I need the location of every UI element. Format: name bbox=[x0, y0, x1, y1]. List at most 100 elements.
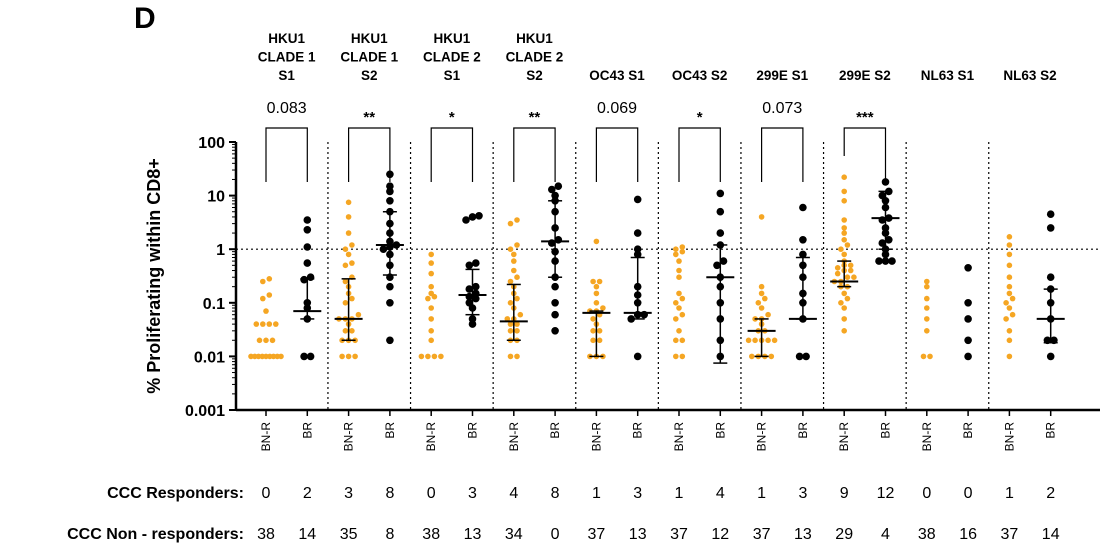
data-point bbox=[768, 353, 775, 360]
data-point bbox=[342, 328, 349, 334]
summary-cell: 1 bbox=[675, 485, 684, 502]
significance-label: 0.073 bbox=[762, 100, 802, 117]
data-point bbox=[1046, 273, 1055, 282]
summary-cell: 0 bbox=[262, 485, 271, 502]
significance-bracket bbox=[513, 127, 556, 182]
summary-cell: 0 bbox=[922, 485, 931, 502]
data-point bbox=[885, 236, 893, 244]
summary-cell: 13 bbox=[464, 526, 482, 543]
summary-cell: 12 bbox=[877, 485, 895, 502]
significance-label: ** bbox=[529, 109, 541, 126]
data-point bbox=[468, 320, 477, 328]
data-point bbox=[1006, 337, 1013, 344]
data-point bbox=[431, 353, 438, 360]
data-point bbox=[924, 295, 930, 302]
data-point bbox=[345, 353, 352, 360]
y-tick-label: 1 bbox=[216, 242, 225, 259]
data-point bbox=[465, 261, 474, 270]
x-tick-label: BN-R bbox=[589, 422, 603, 452]
data-point bbox=[633, 245, 642, 253]
data-point bbox=[551, 191, 559, 200]
data-point bbox=[349, 328, 355, 334]
significance-label: 0.083 bbox=[267, 100, 307, 117]
data-point bbox=[679, 311, 686, 318]
data-point bbox=[472, 259, 480, 267]
data-point bbox=[379, 245, 388, 253]
x-tick-label: BR bbox=[1044, 422, 1058, 439]
data-point bbox=[425, 353, 431, 360]
data-point bbox=[1006, 353, 1013, 360]
data-point bbox=[841, 198, 847, 204]
summary-cell: 13 bbox=[629, 526, 647, 543]
data-point bbox=[511, 251, 517, 258]
data-point bbox=[266, 321, 273, 327]
data-point bbox=[847, 262, 854, 269]
data-point bbox=[673, 337, 679, 344]
data-point bbox=[504, 316, 511, 322]
data-point bbox=[548, 185, 556, 194]
data-point bbox=[475, 212, 483, 220]
significance-label: * bbox=[449, 109, 455, 126]
data-point bbox=[964, 352, 972, 361]
data-point bbox=[428, 337, 435, 344]
data-point bbox=[676, 258, 682, 264]
data-point bbox=[679, 244, 686, 250]
data-point bbox=[924, 305, 930, 311]
x-tick-label: BR bbox=[631, 422, 645, 439]
x-tick-label: BR bbox=[713, 422, 727, 439]
group-title: NL63 S1 bbox=[921, 68, 975, 83]
data-point bbox=[428, 305, 435, 311]
data-point bbox=[554, 182, 563, 190]
summary-cell: 3 bbox=[798, 485, 807, 502]
data-point bbox=[465, 299, 474, 307]
summary-cell: 35 bbox=[340, 526, 358, 543]
summary-cell: 0 bbox=[551, 526, 560, 543]
data-point bbox=[673, 300, 679, 306]
significance-bracket bbox=[843, 127, 887, 182]
data-point bbox=[590, 337, 596, 344]
summary-cell: 1 bbox=[757, 485, 766, 502]
group-title: OC43 S1 bbox=[589, 68, 645, 83]
group-title: CLADE 1 bbox=[258, 50, 316, 65]
data-point bbox=[300, 275, 308, 284]
x-tick-label: BR bbox=[300, 422, 314, 439]
data-point bbox=[924, 283, 930, 290]
data-point bbox=[844, 242, 851, 248]
data-point bbox=[462, 216, 470, 224]
data-point bbox=[507, 321, 514, 327]
significance-bracket bbox=[595, 127, 639, 182]
data-point bbox=[342, 300, 349, 306]
summary-cell: 8 bbox=[385, 526, 394, 543]
summary-cell: 29 bbox=[835, 526, 853, 543]
x-tick-label: BN-R bbox=[259, 422, 273, 452]
data-point bbox=[1046, 210, 1055, 218]
data-point bbox=[425, 295, 431, 302]
data-point bbox=[799, 236, 807, 244]
y-tick-label: 100 bbox=[198, 135, 225, 152]
data-point bbox=[593, 238, 600, 245]
data-point bbox=[514, 353, 520, 360]
data-point bbox=[386, 336, 394, 345]
data-point bbox=[841, 225, 847, 231]
data-point bbox=[303, 259, 312, 267]
data-point bbox=[1006, 328, 1013, 334]
data-point bbox=[342, 262, 349, 269]
data-point bbox=[386, 299, 394, 307]
data-point bbox=[1006, 242, 1013, 248]
data-point bbox=[745, 337, 752, 344]
data-point bbox=[964, 299, 972, 307]
data-point bbox=[633, 229, 642, 237]
data-point bbox=[673, 246, 679, 252]
data-point bbox=[593, 290, 600, 297]
data-point bbox=[507, 220, 514, 227]
data-point bbox=[749, 353, 755, 360]
x-tick-label: BR bbox=[961, 422, 975, 439]
data-point bbox=[841, 230, 847, 236]
summary-cell: 38 bbox=[422, 526, 440, 543]
summary-cell: 37 bbox=[588, 526, 606, 543]
data-point bbox=[507, 328, 514, 334]
significance-bracket bbox=[265, 127, 308, 182]
data-point bbox=[342, 278, 349, 285]
data-point bbox=[881, 257, 890, 265]
summary-cell: 14 bbox=[1042, 526, 1060, 543]
